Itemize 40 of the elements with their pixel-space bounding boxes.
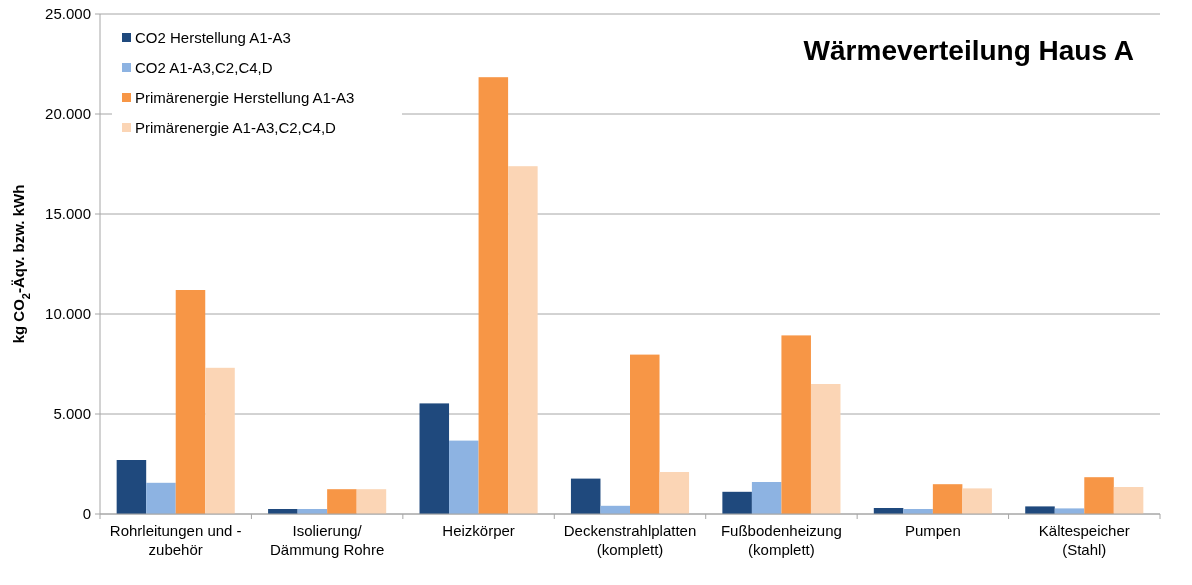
- bar: [116, 460, 147, 514]
- bar: [508, 166, 538, 514]
- x-tick-label: Isolierung/ Dämmung Rohre: [270, 522, 385, 558]
- bar: [659, 472, 690, 514]
- bar: [1084, 477, 1114, 514]
- bar: [419, 403, 450, 514]
- bar: [327, 489, 357, 514]
- bar: [146, 482, 176, 514]
- bar: [962, 488, 992, 514]
- legend-label: CO2 Herstellung A1-A3: [135, 29, 291, 47]
- bar: [630, 354, 660, 514]
- text: Wärmeverteilung Haus A: [803, 35, 1134, 66]
- bar: [781, 335, 811, 514]
- bar: [356, 489, 387, 514]
- legend-label: CO2 A1-A3,C2,C4,D: [135, 59, 273, 77]
- bar: [722, 491, 752, 514]
- x-tick-label: Heizkörper: [442, 522, 515, 539]
- bar: [751, 482, 782, 514]
- y-tick-label: 5.000: [53, 405, 91, 423]
- y-tick-label: 15.000: [45, 205, 91, 223]
- x-tick-label: Kältespeicher (Stahl): [1038, 522, 1130, 558]
- bar: [478, 77, 509, 514]
- y-tick-label: 10.000: [45, 305, 91, 323]
- x-tick-label: Deckenstrahlplatten (komplett): [563, 522, 697, 558]
- bar: [932, 484, 963, 514]
- bar: [1113, 487, 1144, 514]
- x-tick-label: Pumpen: [904, 522, 961, 539]
- bar: [1025, 506, 1055, 514]
- bar: [449, 440, 479, 514]
- y-tick-label: 20.000: [45, 105, 91, 123]
- y-tick-label: 25.000: [45, 5, 91, 23]
- bar: [810, 384, 841, 514]
- x-tick-label: Rohrleitungen und - zubehör: [109, 522, 242, 558]
- x-tick-label: Fußbodenheizung (komplett): [720, 522, 842, 558]
- bar: [205, 367, 235, 514]
- legend-label: Primärenergie Herstellung A1-A3: [135, 89, 355, 107]
- bar: [570, 478, 601, 514]
- y-tick-label: 0: [82, 505, 91, 523]
- legend-label: Primärenergie A1-A3,C2,C4,D: [135, 119, 337, 137]
- bar: [175, 290, 206, 514]
